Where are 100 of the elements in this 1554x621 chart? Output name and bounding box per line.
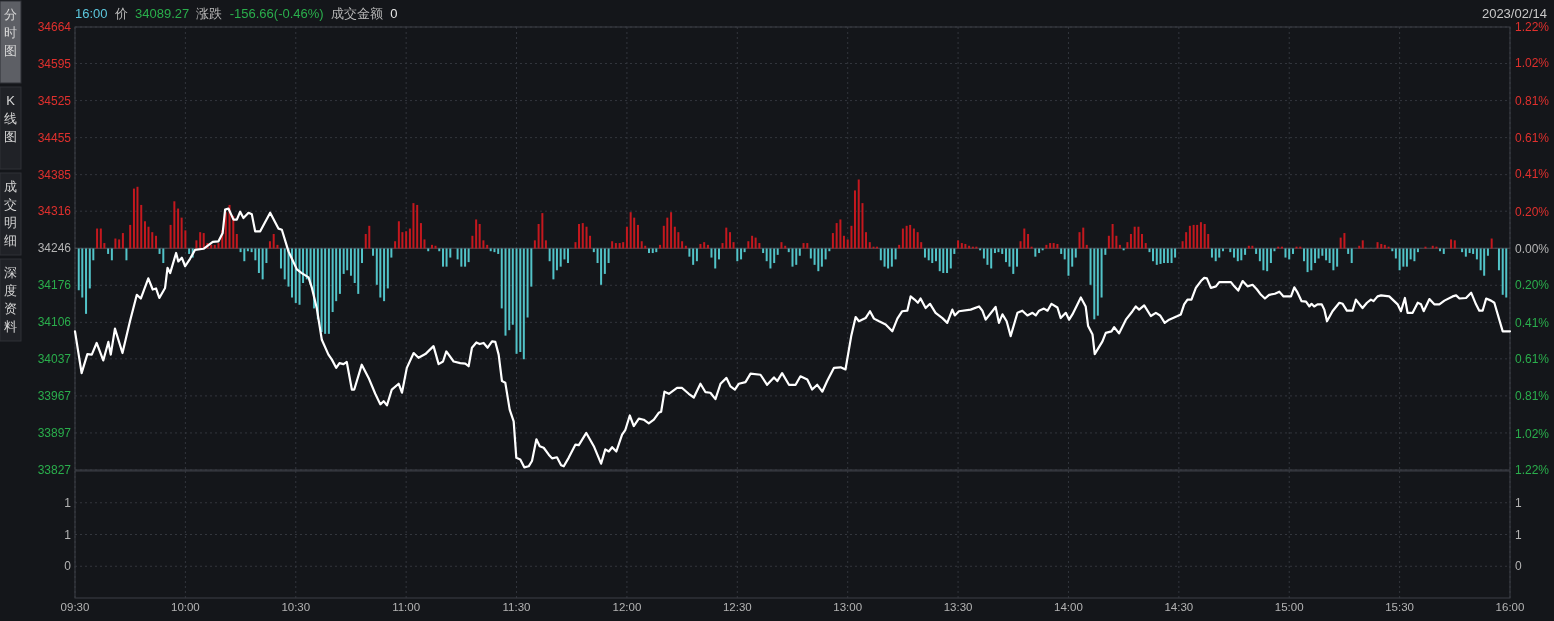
bar — [960, 243, 963, 249]
bar — [412, 203, 415, 249]
bar — [478, 223, 481, 249]
bar — [1045, 244, 1048, 249]
bar — [725, 227, 728, 249]
text: 分时图 — [4, 7, 17, 58]
bar — [1166, 248, 1169, 264]
bar — [714, 248, 717, 269]
bar — [110, 248, 113, 261]
bar — [629, 212, 632, 249]
bar — [140, 204, 143, 249]
bar — [831, 233, 834, 249]
bar — [1049, 243, 1052, 249]
bar — [132, 188, 135, 249]
bar — [574, 242, 577, 249]
bar — [279, 248, 282, 269]
bar — [890, 248, 893, 267]
y-tick-label: 34385 — [37, 167, 72, 182]
bar — [526, 248, 529, 318]
y2-tick-label: 1.02% — [1515, 56, 1550, 71]
bar — [1082, 227, 1085, 249]
bar — [802, 243, 805, 249]
y-tick-label: 0 — [64, 559, 72, 574]
bar — [346, 248, 349, 271]
bar — [839, 219, 842, 249]
bar — [177, 208, 180, 249]
bar — [879, 248, 882, 261]
bar — [566, 248, 569, 264]
bar — [706, 244, 709, 249]
bar — [688, 248, 691, 257]
y-tick-label: 34037 — [37, 351, 72, 366]
x-tick-label: 14:00 — [1054, 601, 1083, 613]
bar — [405, 231, 408, 249]
bar — [475, 219, 478, 249]
bar — [695, 248, 698, 262]
bar — [1497, 248, 1500, 271]
x-tick-label: 11:00 — [392, 601, 421, 613]
bar — [1060, 248, 1063, 254]
bar — [935, 248, 937, 262]
y-tick-label: 1 — [64, 495, 72, 510]
bar — [1196, 224, 1199, 249]
bar — [835, 223, 838, 249]
bar — [1004, 248, 1007, 263]
bar — [1012, 248, 1015, 274]
x-tick-label: 14:30 — [1164, 601, 1194, 613]
bar — [1347, 248, 1350, 254]
bar — [331, 248, 334, 313]
bar — [600, 248, 603, 285]
bar — [188, 248, 191, 254]
y-tick-label: 34316 — [37, 204, 72, 219]
x-tick-label: 10:00 — [170, 601, 200, 613]
bar — [776, 248, 779, 255]
y2-tick-label: 0.81% — [1515, 388, 1550, 403]
y2-tick-label: 1.22% — [1515, 20, 1550, 34]
bar — [1288, 248, 1291, 260]
bar — [298, 248, 301, 305]
bar — [497, 248, 500, 254]
y-tick-label: 33897 — [37, 425, 72, 440]
bar — [125, 248, 128, 261]
bar — [1052, 243, 1055, 249]
bar — [736, 248, 739, 262]
bar — [1303, 248, 1306, 262]
bar — [747, 241, 750, 249]
bar — [850, 225, 853, 249]
bar — [268, 241, 271, 249]
bar — [949, 248, 952, 269]
bar — [88, 248, 91, 289]
bar — [1034, 248, 1037, 257]
bar — [1464, 248, 1467, 257]
bar — [555, 248, 558, 271]
bar — [213, 244, 216, 249]
text: 成交明细 — [4, 179, 17, 248]
bar — [434, 245, 437, 249]
bar — [361, 248, 363, 264]
bar — [751, 235, 754, 249]
y-tick-label: 34455 — [37, 130, 72, 145]
bar — [1192, 224, 1195, 249]
bar — [927, 248, 930, 261]
bar — [842, 235, 845, 249]
x-tick-label: 11:30 — [502, 601, 531, 613]
bar — [1233, 248, 1236, 258]
bar — [729, 232, 732, 249]
bar — [1314, 248, 1317, 264]
bar — [990, 248, 993, 269]
bar — [243, 248, 246, 262]
y2-tick-label: 0.81% — [1515, 94, 1550, 109]
bar — [659, 244, 662, 249]
bar — [1284, 248, 1287, 258]
bar — [923, 248, 926, 258]
bar — [1405, 248, 1408, 267]
bar — [1343, 233, 1346, 249]
bar — [1126, 242, 1129, 249]
bar — [1218, 248, 1221, 258]
bar — [585, 226, 588, 249]
text: K线图 — [4, 93, 17, 144]
bar — [1027, 233, 1030, 249]
bar — [143, 221, 146, 249]
bar — [379, 248, 382, 298]
bar — [1133, 226, 1136, 249]
y2-tick-label: 1.22% — [1515, 463, 1550, 477]
